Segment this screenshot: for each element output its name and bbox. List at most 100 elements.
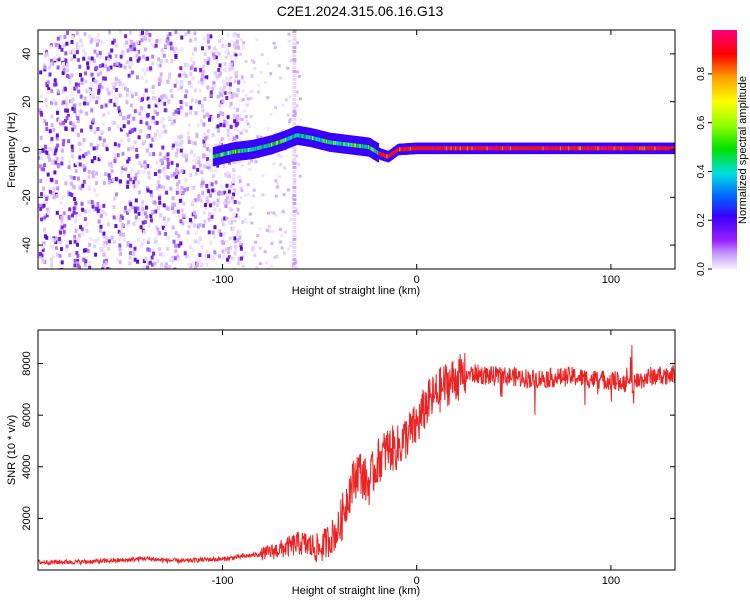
noise-cell	[189, 245, 192, 250]
ridge-core	[218, 153, 221, 158]
noise-cell	[102, 231, 106, 236]
ridge-core	[399, 147, 402, 152]
noise-cell	[164, 44, 168, 49]
noise-cell	[175, 182, 179, 187]
ridge-core	[337, 141, 340, 146]
noise-cell	[38, 254, 42, 259]
noise-cell	[172, 210, 176, 215]
noise-cell	[233, 219, 237, 223]
noise-cell	[260, 262, 264, 266]
noise-cell	[214, 180, 218, 185]
noise-cell	[136, 40, 140, 45]
ridge-core	[252, 147, 255, 152]
noise-cell	[196, 197, 200, 202]
ridge-core	[231, 150, 234, 155]
noise-cell	[126, 132, 130, 137]
noise-cell	[107, 66, 111, 71]
noise-cell	[218, 229, 222, 234]
noise-cell	[190, 98, 194, 103]
noise-cell	[226, 48, 229, 52]
noise-cell	[220, 137, 224, 142]
ridge-core	[265, 144, 268, 149]
noise-cell	[60, 267, 64, 269]
noise-cell	[233, 32, 237, 36]
noise-cell	[187, 30, 191, 35]
noise-cell	[161, 161, 164, 166]
ridge-core	[490, 146, 493, 151]
ridge-core	[309, 135, 312, 140]
noise-cell	[194, 266, 198, 269]
noise-cell	[101, 143, 105, 147]
noise-cell	[156, 259, 160, 264]
noise-cell	[174, 231, 178, 236]
noise-cell	[89, 95, 93, 100]
noise-cell	[155, 39, 159, 43]
noise-cell	[187, 123, 191, 128]
noise-cell	[55, 236, 59, 241]
ridge-core	[581, 146, 583, 151]
ridge-core	[585, 146, 588, 151]
noise-cell	[64, 58, 68, 63]
noise-cell	[295, 162, 299, 166]
noise-cell	[172, 112, 176, 116]
ridge-core	[549, 146, 552, 151]
noise-cell	[198, 88, 202, 93]
noise-cell	[227, 123, 231, 128]
ridge-core	[338, 141, 341, 146]
noise-cell	[96, 80, 100, 85]
noise-cell	[170, 173, 174, 178]
noise-cell	[224, 51, 228, 54]
noise-cell	[287, 32, 291, 36]
ridge-core	[648, 146, 651, 151]
ridge-core	[311, 136, 314, 140]
ridge-core	[336, 141, 339, 146]
ridge-core	[348, 142, 350, 147]
noise-cell	[74, 113, 78, 118]
noise-cell	[76, 58, 80, 63]
ridge-core	[414, 146, 417, 151]
noise-cell	[119, 179, 122, 184]
noise-cell	[74, 82, 78, 87]
noise-cell	[50, 237, 54, 242]
noise-cell	[129, 243, 133, 248]
noise-cell	[286, 66, 290, 70]
ridge-core	[461, 146, 463, 151]
noise-cell	[192, 165, 196, 170]
ridge-core	[609, 146, 611, 151]
noise-cell	[252, 194, 255, 198]
noise-cell	[249, 115, 253, 119]
ridge-core	[569, 146, 572, 151]
noise-cell	[45, 196, 48, 201]
noise-cell	[206, 147, 210, 151]
noise-cell	[214, 168, 217, 173]
noise-cell	[49, 43, 53, 48]
ridge-core	[558, 146, 561, 151]
noise-cell	[141, 67, 145, 72]
noise-cell	[228, 80, 232, 85]
noise-cell	[115, 216, 119, 221]
ridge-core	[544, 146, 547, 151]
noise-cell	[73, 234, 77, 239]
noise-cell	[197, 240, 201, 245]
noise-cell	[183, 249, 187, 254]
ridge-core	[370, 146, 373, 151]
noise-cell	[180, 81, 184, 86]
noise-cell	[203, 59, 207, 64]
noise-cell	[166, 34, 170, 39]
noise-cell	[235, 135, 239, 139]
ridge-core	[557, 146, 560, 151]
noise-cell	[137, 161, 141, 166]
ridge-core	[588, 146, 590, 151]
noise-cell	[233, 93, 237, 98]
noise-cell	[213, 143, 217, 148]
noise-cell	[210, 255, 213, 260]
figure-title: C2E1.2024.315.06.16.G13	[277, 3, 444, 19]
noise-cell	[107, 110, 110, 115]
noise-cell	[135, 184, 139, 189]
noise-cell	[150, 248, 154, 253]
noise-cell	[202, 36, 206, 41]
noise-cell	[149, 190, 153, 195]
noise-cell	[133, 184, 137, 189]
streak-cell	[292, 98, 297, 101]
noise-cell	[237, 215, 241, 220]
